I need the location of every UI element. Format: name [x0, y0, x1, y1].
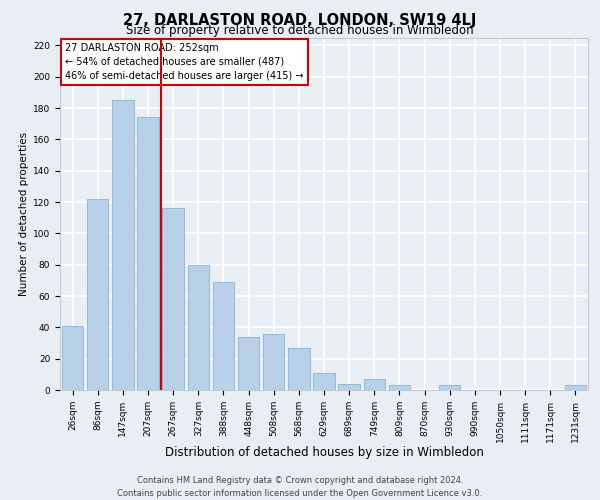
Bar [263, 334, 284, 390]
Bar [188, 264, 209, 390]
Bar [87, 199, 109, 390]
X-axis label: Distribution of detached houses by size in Wimbledon: Distribution of detached houses by size … [164, 446, 484, 459]
Text: 27, DARLASTON ROAD, LONDON, SW19 4LJ: 27, DARLASTON ROAD, LONDON, SW19 4LJ [124, 12, 476, 28]
Bar [62, 326, 83, 390]
Bar [439, 386, 460, 390]
Bar [389, 386, 410, 390]
Y-axis label: Number of detached properties: Number of detached properties [19, 132, 29, 296]
Text: 27 DARLASTON ROAD: 252sqm
← 54% of detached houses are smaller (487)
46% of semi: 27 DARLASTON ROAD: 252sqm ← 54% of detac… [65, 43, 304, 81]
Bar [112, 100, 134, 390]
Bar [338, 384, 360, 390]
Bar [213, 282, 234, 390]
Bar [238, 336, 259, 390]
Bar [288, 348, 310, 390]
Bar [565, 386, 586, 390]
Text: Contains HM Land Registry data © Crown copyright and database right 2024.
Contai: Contains HM Land Registry data © Crown c… [118, 476, 482, 498]
Bar [163, 208, 184, 390]
Bar [313, 373, 335, 390]
Bar [137, 118, 158, 390]
Text: Size of property relative to detached houses in Wimbledon: Size of property relative to detached ho… [126, 24, 474, 37]
Bar [364, 379, 385, 390]
